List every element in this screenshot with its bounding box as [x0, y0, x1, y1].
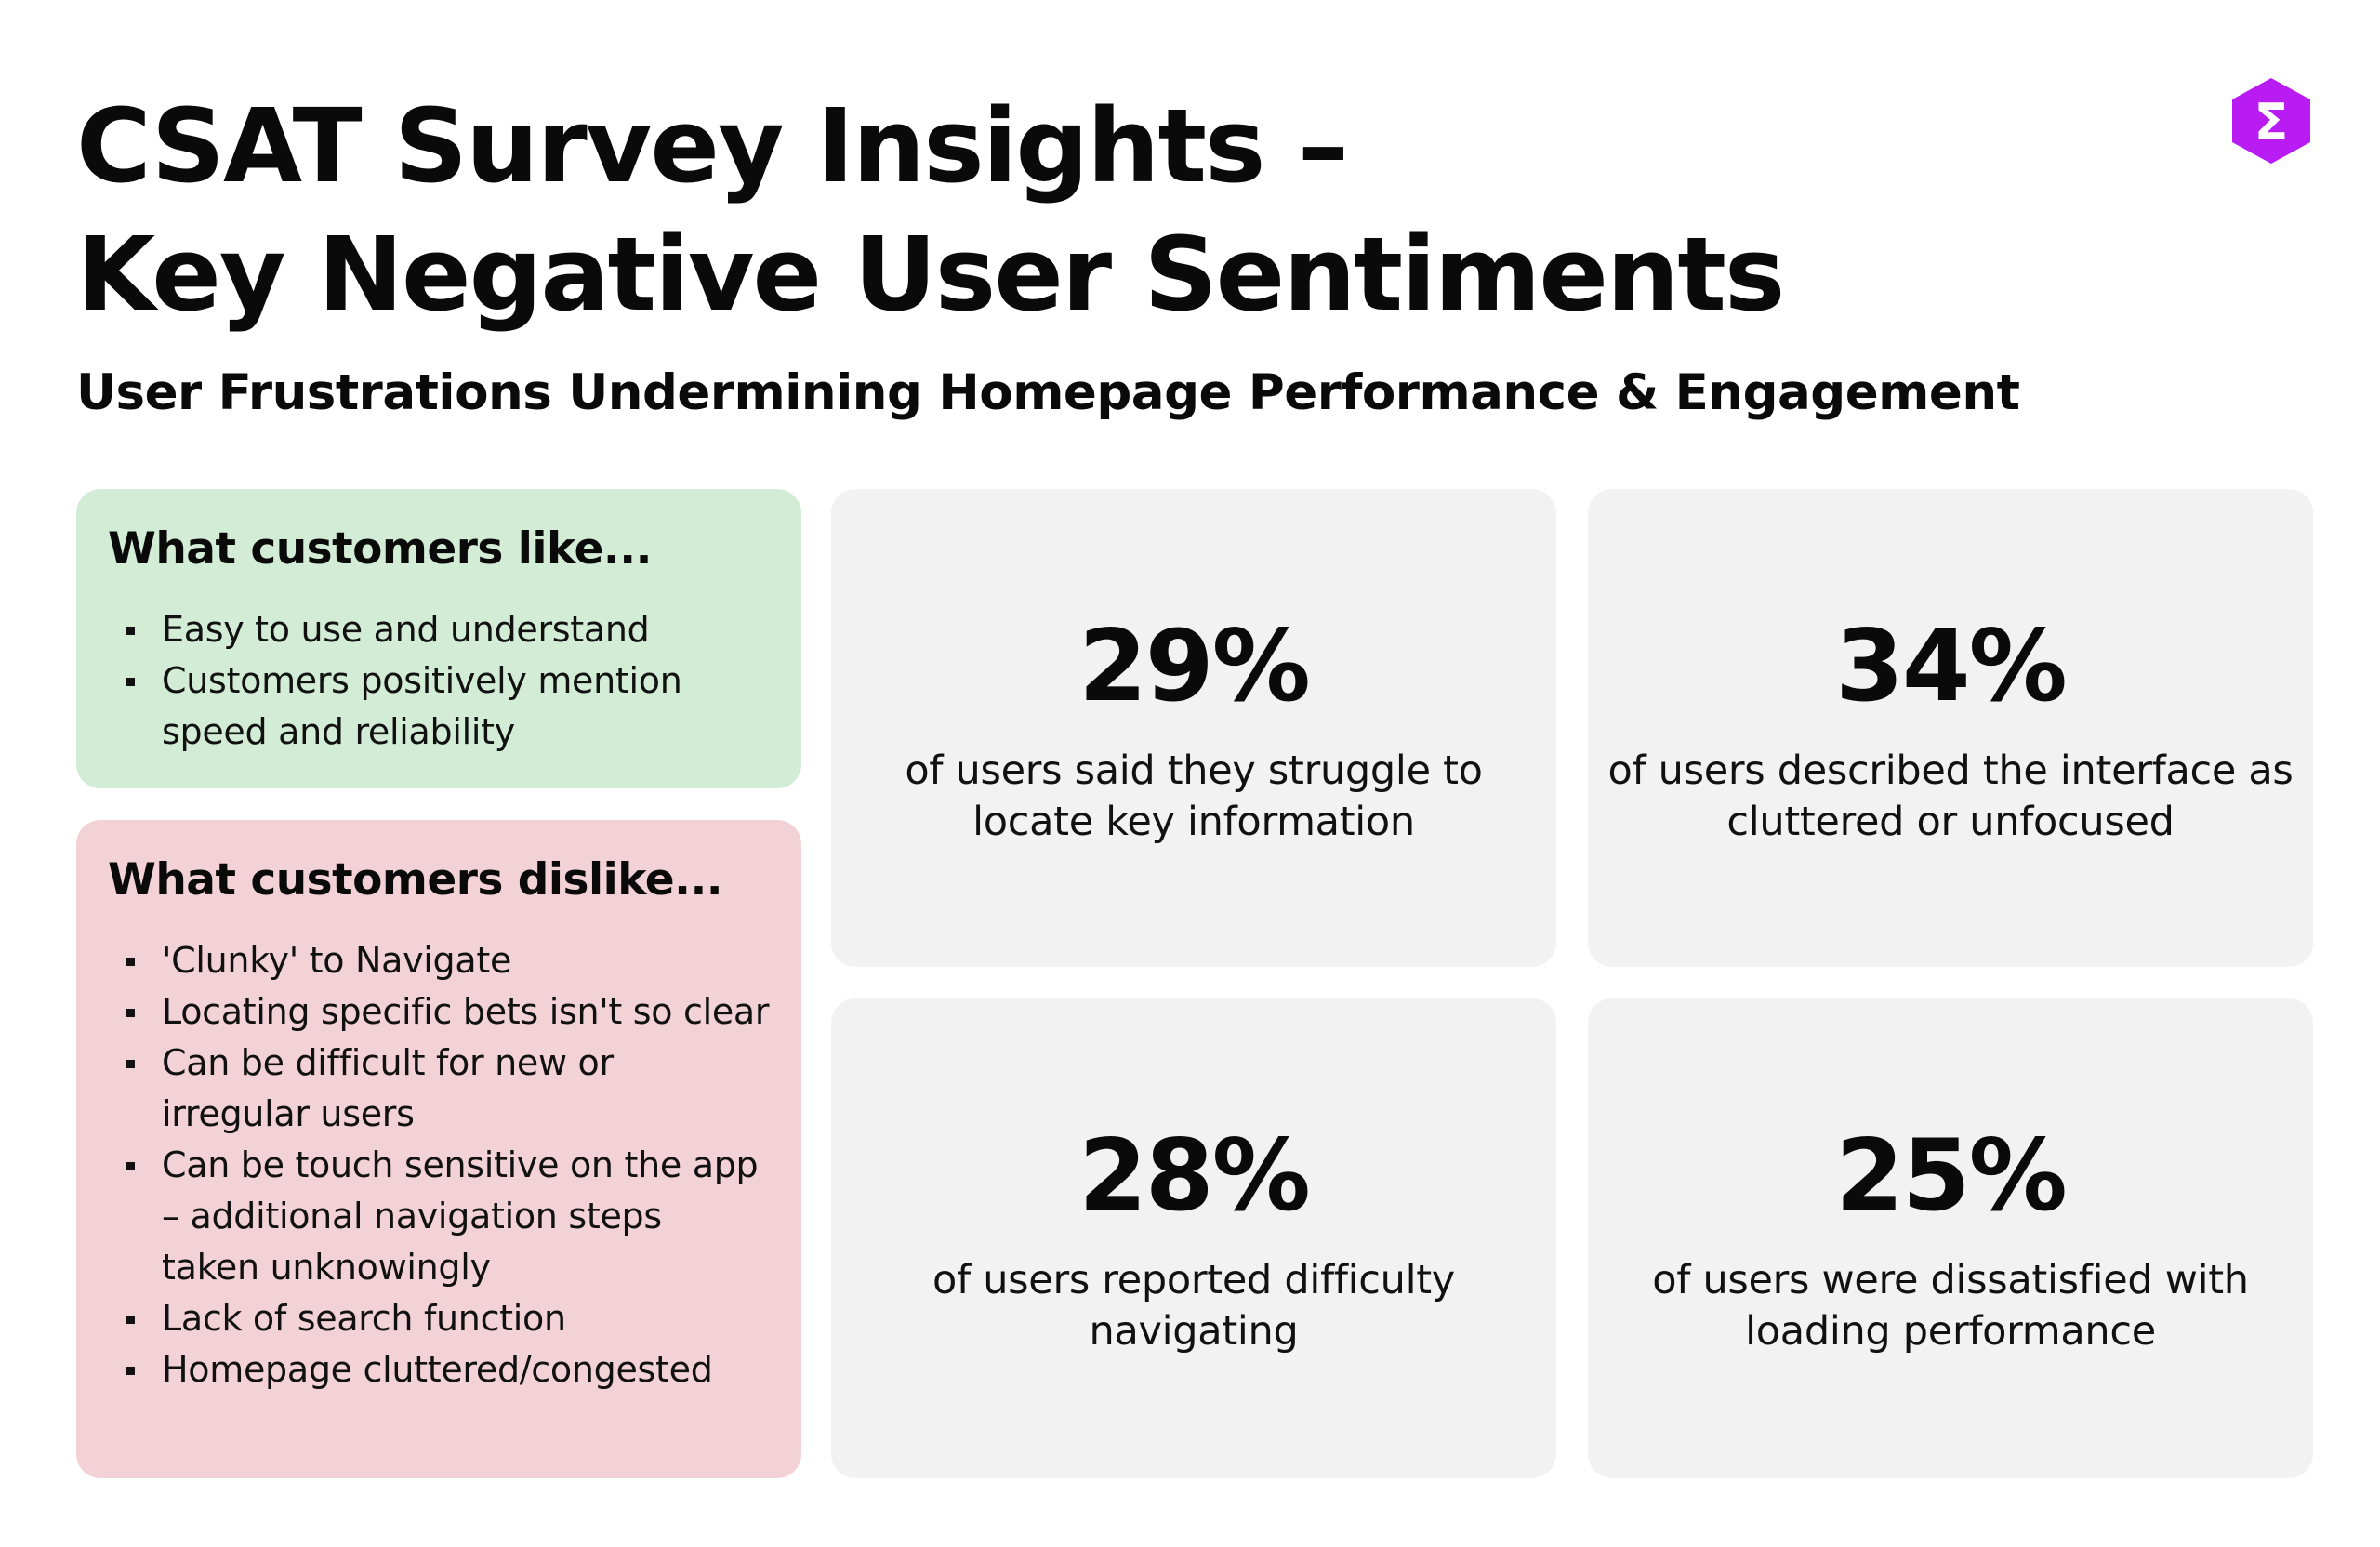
dislikes-heading: What customers dislike... [108, 854, 723, 906]
list-item: Lack of search function [108, 1293, 770, 1344]
likes-heading: What customers like... [108, 523, 652, 575]
stat-card-loading-performance: 25% of users were dissatisfied with load… [1588, 998, 2313, 1478]
stat-card-locate-info: 29% of users said they struggle to locat… [831, 489, 1556, 967]
stat-card-cluttered-interface: 34% of users described the interface as … [1588, 489, 2313, 967]
list-item: Homepage cluttered/congested [108, 1344, 770, 1395]
list-item: Customers positively mention speed and r… [108, 655, 770, 758]
stat-description: of users described the interface as clut… [1607, 747, 2294, 845]
sigma-hexagon-icon: Σ [2232, 78, 2310, 164]
list-item: Locating specific bets isn't so clear [108, 986, 770, 1038]
page-subtitle: User Frustrations Undermining Homepage P… [76, 364, 2020, 421]
stat-value: 34% [1835, 609, 2068, 723]
page-title: CSAT Survey Insights – Key Negative User… [76, 82, 1785, 338]
likes-list: Easy to use and understand Customers pos… [108, 604, 770, 758]
stat-value: 28% [1078, 1118, 1311, 1233]
dislikes-list: 'Clunky' to Navigate Locating specific b… [108, 935, 770, 1395]
dislikes-panel: What customers dislike... 'Clunky' to Na… [76, 820, 801, 1478]
stat-card-navigation-difficulty: 28% of users reported difficulty navigat… [831, 998, 1556, 1478]
logo-glyph: Σ [2254, 93, 2289, 152]
stat-value: 25% [1835, 1118, 2068, 1233]
title-line-2: Key Negative User Sentiments [76, 215, 1785, 334]
list-item: Can be difficult for new or irregular us… [108, 1038, 770, 1140]
stat-description: of users were dissatisfied with loading … [1652, 1257, 2249, 1355]
likes-panel: What customers like... Easy to use and u… [76, 489, 801, 788]
title-line-1: CSAT Survey Insights – [76, 86, 1349, 205]
stat-value: 29% [1078, 609, 1311, 723]
list-item: 'Clunky' to Navigate [108, 935, 770, 986]
list-item: Can be touch sensitive on the app – addi… [108, 1140, 770, 1293]
stat-description: of users said they struggle to locate ke… [905, 747, 1483, 845]
list-item: Easy to use and understand [108, 604, 770, 655]
stat-description: of users reported difficulty navigating [932, 1257, 1455, 1355]
